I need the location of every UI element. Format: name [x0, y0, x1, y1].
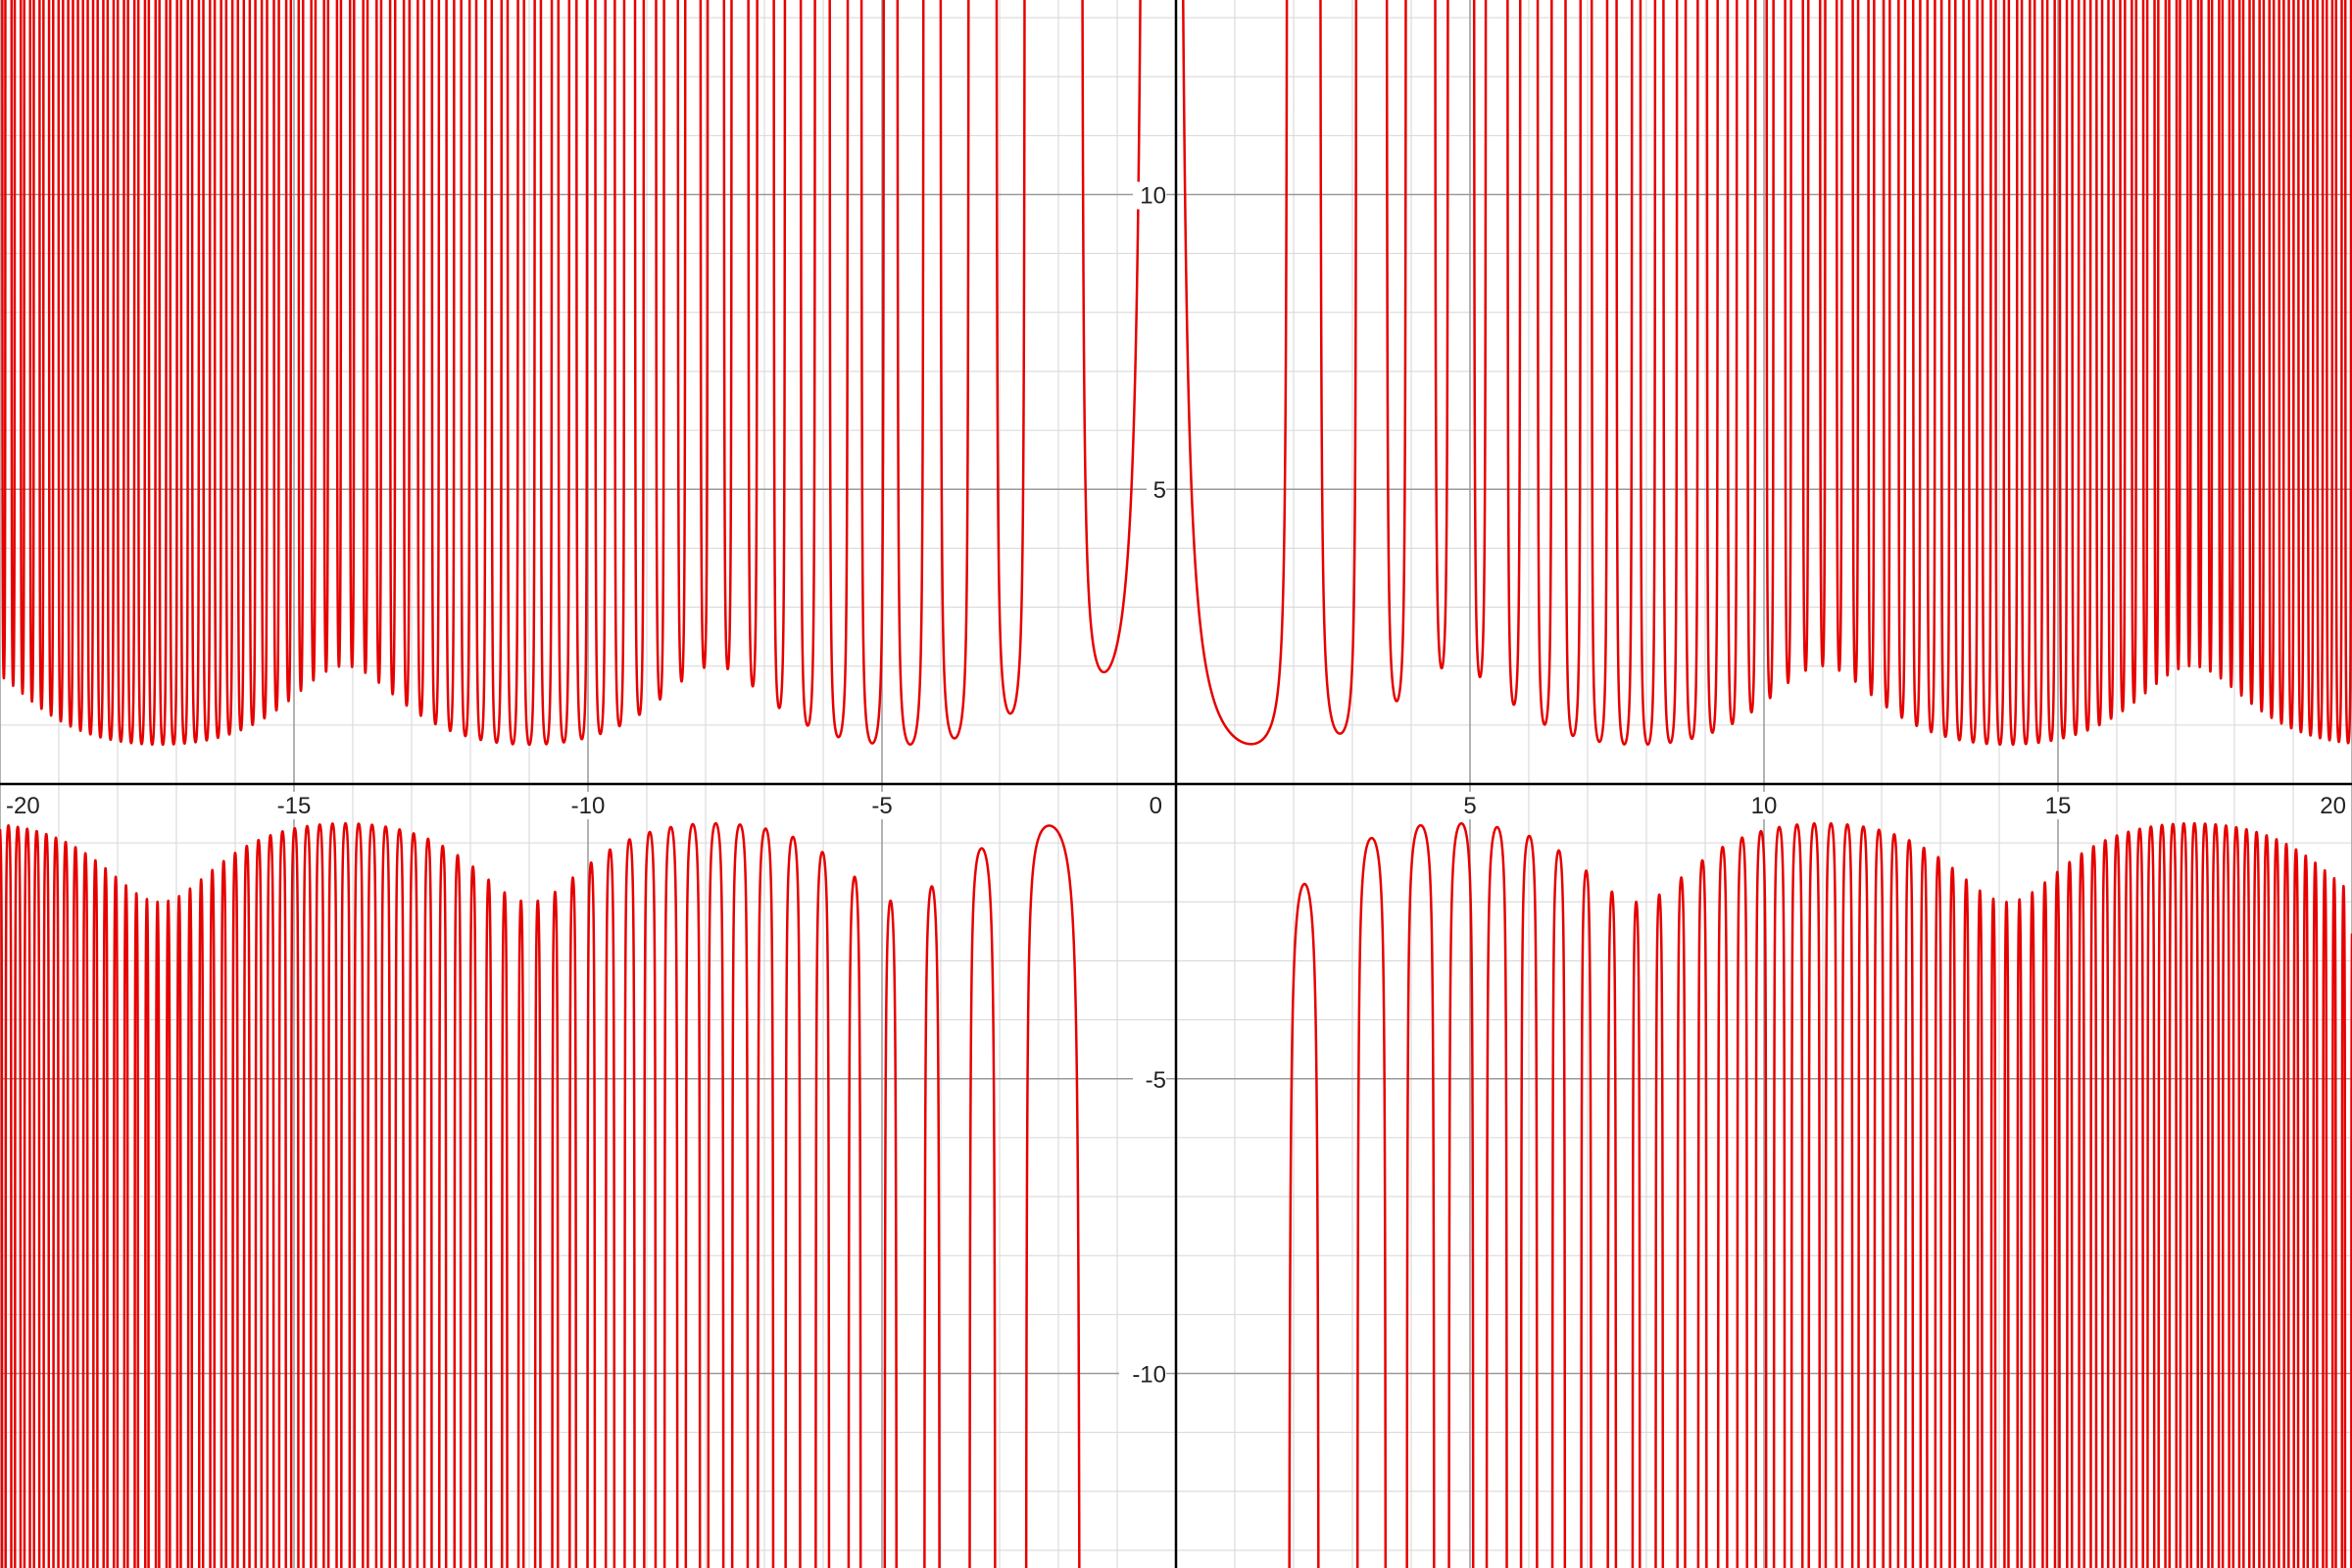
x-tick-label-bg	[270, 792, 318, 819]
origin-label-bg	[1143, 792, 1162, 819]
x-tick-label-bg	[2313, 792, 2346, 819]
y-tick-label-bg	[1147, 476, 1166, 505]
origin-label: 0	[1150, 793, 1162, 819]
x-tick-label: 5	[1463, 793, 1476, 819]
x-tick-label-bg	[2041, 792, 2075, 819]
x-tick-label-bg	[6, 792, 53, 819]
y-tick-label: 10	[1140, 182, 1166, 209]
x-tick-label: 10	[1751, 793, 1778, 819]
tick-labels: -20 -15 -10 -5 5 10 15 20 -10 -5 5 10 0	[6, 181, 2346, 1389]
y-tick-label-bg	[1133, 181, 1166, 210]
x-tick-label: -10	[571, 793, 606, 819]
y-tick-label-bg	[1133, 1065, 1166, 1094]
x-tick-label: 15	[2045, 793, 2072, 819]
x-tick-label: 20	[2320, 793, 2346, 819]
y-tick-label-bg	[1119, 1360, 1166, 1389]
x-tick-label: -15	[277, 793, 312, 819]
x-tick-label: -20	[6, 793, 40, 819]
y-tick-label: 5	[1153, 477, 1166, 504]
x-tick-label-bg	[564, 792, 612, 819]
x-tick-label: -5	[871, 793, 892, 819]
x-tick-label-bg	[865, 792, 899, 819]
x-tick-label-bg	[1460, 792, 1480, 819]
x-tick-label-bg	[1747, 792, 1781, 819]
y-tick-label: -10	[1132, 1362, 1166, 1389]
y-tick-label: -5	[1146, 1067, 1166, 1094]
